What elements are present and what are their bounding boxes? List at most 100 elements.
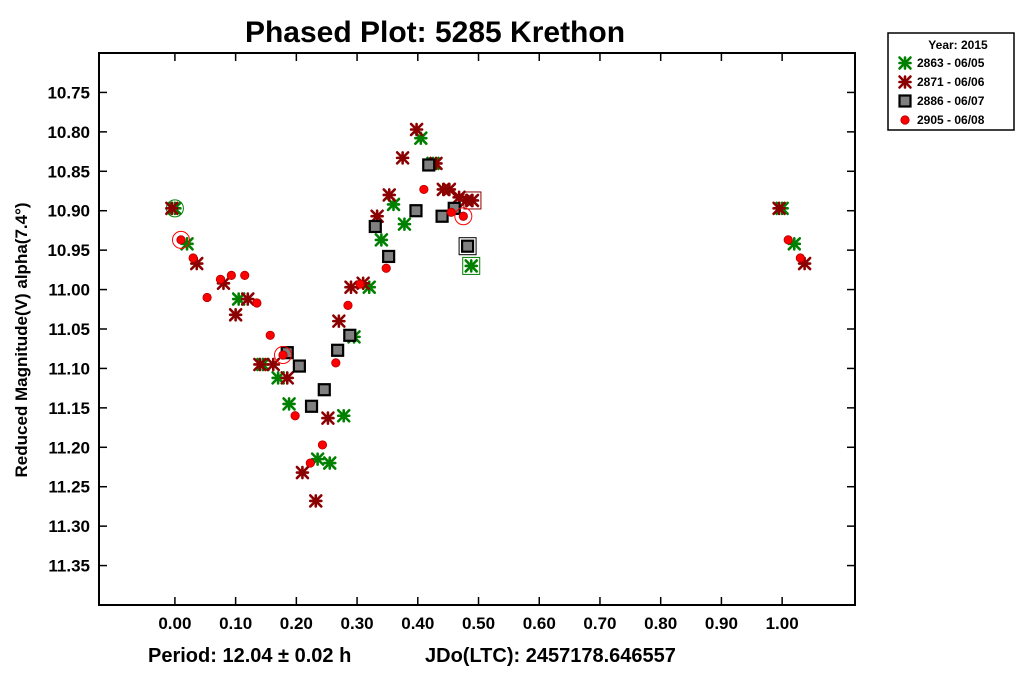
data-point — [240, 270, 250, 280]
data-point — [295, 465, 310, 480]
data-point — [202, 292, 212, 303]
x-tick-label: 0.50 — [462, 614, 495, 633]
y-tick-label: 11.05 — [48, 320, 90, 339]
data-point — [226, 270, 236, 280]
data-point — [460, 239, 475, 253]
data-point — [240, 292, 255, 306]
data-point — [422, 158, 436, 172]
data-point — [331, 343, 345, 357]
x-axis: 0.00 0.10 0.20 0.30 0.40 0.50 0.60 0.70 0.80 0.90… — [158, 53, 799, 633]
data-point — [783, 235, 793, 245]
data-point — [321, 411, 335, 425]
data-point — [215, 274, 226, 284]
x-tick-label: 1.00 — [766, 614, 799, 633]
data-point — [382, 188, 397, 202]
plot-frame — [98, 52, 856, 606]
data-point — [344, 280, 358, 295]
epoch-label: JDo(LTC): 2457178.646557 — [425, 645, 676, 667]
data-point — [772, 201, 786, 216]
data-point — [228, 308, 243, 322]
data-point — [317, 383, 331, 397]
legend-label: 2871 - 06/06 — [917, 75, 985, 89]
data-point — [464, 259, 479, 273]
data-point — [331, 358, 341, 368]
y-tick-label: 11.25 — [48, 478, 90, 497]
data-point — [397, 217, 412, 231]
series-3 — [171, 184, 805, 468]
x-tick-label: 0.70 — [583, 614, 616, 633]
data-point — [368, 219, 382, 234]
legend-marker — [898, 56, 912, 70]
series-1 — [165, 122, 812, 508]
data-point — [409, 122, 424, 137]
legend-marker — [898, 75, 912, 89]
x-tick-label: 0.20 — [280, 614, 313, 633]
highlight-box — [463, 191, 482, 210]
legend-label: 2863 - 06/05 — [917, 56, 985, 70]
data-point — [343, 300, 353, 310]
data-point — [382, 249, 396, 264]
series-2 — [280, 158, 477, 413]
data-point — [265, 330, 275, 340]
data-point — [290, 411, 300, 421]
data-point — [188, 253, 198, 263]
y-axis: 10.75 10.80 10.85 10.90 10.95 11.00 11.05 11.10… — [47, 83, 855, 576]
x-tick-label: 0.80 — [644, 614, 677, 633]
data-point — [419, 184, 429, 195]
x-tick-label: 0.40 — [401, 614, 434, 633]
y-axis-title: Reduced Magnitude(V) alpha(7.4°) — [12, 202, 31, 477]
period-label: Period: 12.04 ± 0.02 h — [148, 645, 351, 667]
data-point — [278, 350, 288, 360]
x-tick-label: 0.00 — [158, 614, 191, 633]
data-point — [336, 408, 351, 423]
data-point — [280, 371, 295, 385]
highlight-box — [458, 237, 477, 256]
legend-label: 2905 - 06/08 — [917, 113, 985, 127]
highlight-ring — [273, 346, 292, 365]
series-0 — [165, 131, 802, 470]
y-tick-label: 11.15 — [48, 399, 90, 418]
data-point — [252, 298, 262, 308]
data-point — [458, 211, 468, 221]
data-point — [435, 209, 449, 223]
highlight-ring — [454, 207, 473, 226]
data-point — [395, 151, 410, 165]
data-point — [343, 328, 357, 342]
data-point — [305, 458, 315, 468]
legend-title: Year: 2015 — [928, 38, 988, 52]
data-point — [355, 279, 365, 289]
legend-marker — [900, 115, 910, 125]
data-point — [446, 207, 456, 217]
y-tick-label: 10.95 — [47, 241, 90, 260]
data-point — [165, 201, 179, 216]
x-tick-label: 0.10 — [219, 614, 252, 633]
legend-marker — [898, 94, 912, 108]
y-tick-label: 11.20 — [48, 438, 90, 457]
data-point — [304, 399, 319, 413]
data-point — [332, 314, 346, 328]
legend-label: 2886 - 06/07 — [917, 94, 985, 108]
y-tick-label: 11.00 — [48, 281, 90, 300]
y-tick-label: 10.75 — [47, 83, 90, 102]
data-point — [317, 440, 328, 450]
data-point — [787, 237, 802, 251]
x-tick-label: 0.90 — [705, 614, 738, 633]
highlight-box — [462, 256, 481, 275]
data-point — [795, 253, 805, 263]
y-tick-label: 11.35 — [48, 557, 90, 576]
data-point — [374, 233, 389, 247]
data-point — [253, 357, 267, 372]
data-point — [308, 494, 323, 508]
y-tick-label: 11.10 — [48, 359, 90, 378]
data-point — [381, 263, 391, 273]
y-tick-label: 11.30 — [48, 517, 90, 536]
highlight-ring — [171, 230, 190, 249]
data-point — [409, 204, 423, 218]
data-point — [322, 456, 337, 470]
data-point — [282, 397, 296, 411]
data-point — [465, 193, 480, 208]
data-point — [292, 359, 306, 373]
x-tick-label: 0.30 — [341, 614, 374, 633]
y-tick-label: 10.85 — [47, 162, 90, 181]
